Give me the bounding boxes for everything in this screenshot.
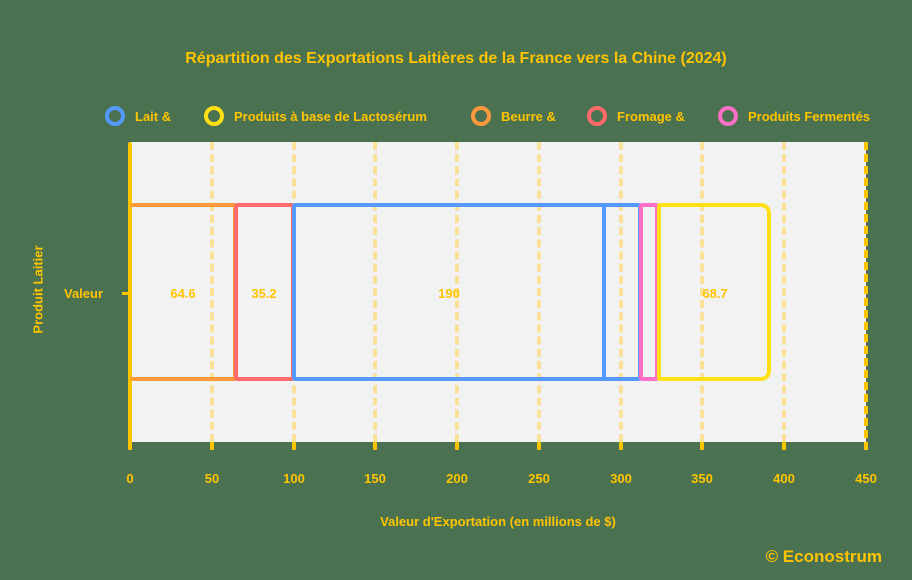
gridline (782, 142, 786, 442)
legend-item-fromage[interactable]: Fromage & (587, 106, 685, 126)
legend-item-lait[interactable]: Lait & (105, 106, 171, 126)
circle-icon (471, 106, 491, 126)
y-axis-line (128, 142, 132, 450)
legend-item-fermentes[interactable]: Produits Fermentés (718, 106, 870, 126)
bar-segment-fermentes[interactable] (639, 203, 659, 381)
credit-text: © Econostrum (765, 547, 882, 566)
legend-item-lactoserum[interactable]: Produits à base de Lactosérum (204, 106, 427, 126)
legend-label: Fromage & (617, 108, 685, 124)
legend-label: Produits Fermentés (748, 108, 871, 124)
gridline (619, 142, 623, 442)
x-tick (782, 442, 786, 450)
plot-area (130, 142, 866, 442)
x-tick-label: 450 (855, 471, 877, 486)
gridline (373, 142, 377, 442)
bar-segment-lait-2[interactable] (602, 203, 642, 381)
gridline (210, 142, 214, 442)
legend-item-beurre[interactable]: Beurre & (471, 106, 556, 126)
x-tick (128, 442, 132, 450)
x-tick-label: 200 (446, 471, 468, 486)
legend-label: Beurre & (501, 108, 556, 124)
legend-label: Lait & (135, 108, 172, 124)
segment-value-label: 64.6 (170, 286, 196, 301)
y-category-label: Valeur (64, 286, 104, 301)
circle-icon (105, 106, 125, 126)
y-axis-title: Produit Laitier (30, 245, 46, 334)
x-axis-title: Valeur d'Exportation (en millions de $) (380, 514, 616, 529)
plot-right-border (864, 142, 868, 450)
bar-segment-lactoserum[interactable] (657, 203, 771, 381)
x-tick (537, 442, 541, 450)
x-tick-label: 50 (204, 471, 220, 486)
x-tick (210, 442, 214, 450)
x-tick (619, 442, 623, 450)
x-tick (373, 442, 377, 450)
segment-value-label: 35.2 (251, 286, 277, 301)
x-tick-label: 150 (364, 471, 386, 486)
x-tick (700, 442, 704, 450)
y-tick (122, 292, 128, 295)
x-tick (292, 442, 296, 450)
x-tick (864, 442, 868, 450)
chart-title: Répartition des Exportations Laitières d… (185, 50, 727, 67)
circle-icon (204, 106, 224, 126)
x-tick-label: 350 (691, 471, 713, 486)
x-tick-label: 100 (283, 471, 305, 486)
legend-label: Produits à base de Lactosérum (234, 108, 427, 124)
x-tick-label: 300 (610, 471, 632, 486)
segment-value-label: 68.7 (702, 286, 728, 301)
gridline (455, 142, 459, 442)
x-tick-label: 250 (528, 471, 550, 486)
gridline (700, 142, 704, 442)
x-tick-label: 400 (773, 471, 795, 486)
x-tick-label: 0 (126, 471, 134, 486)
gridline (537, 142, 541, 442)
x-tick (455, 442, 459, 450)
circle-icon (587, 106, 607, 126)
circle-icon (718, 106, 738, 126)
segment-value-label: 190 (438, 286, 460, 301)
